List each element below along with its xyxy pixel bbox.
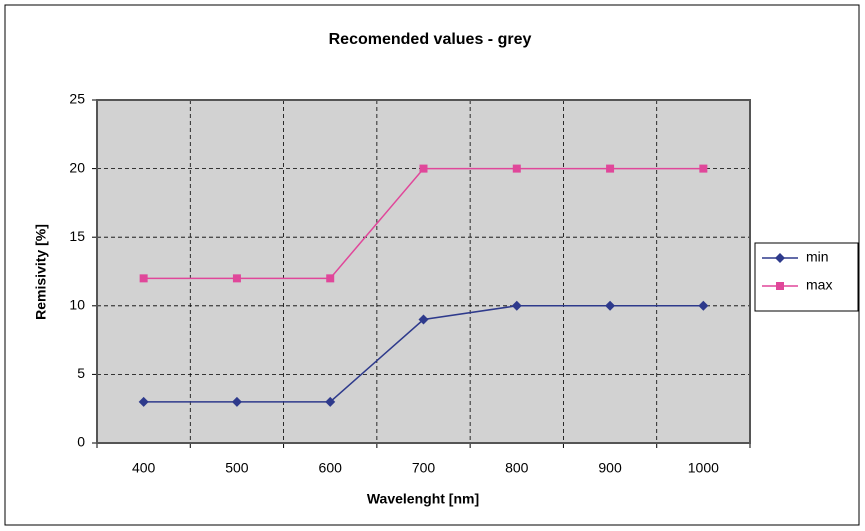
- x-axis-label: Wavelenght [nm]: [367, 491, 479, 507]
- point: [138, 396, 149, 407]
- x-tick-label: 500: [225, 460, 249, 476]
- y-tick-label: 5: [77, 365, 85, 381]
- x-tick-label: 800: [505, 460, 529, 476]
- legend-box: [754, 242, 859, 312]
- y-axis-label: Remisivity [%]: [33, 224, 49, 320]
- x-tick-label: 1000: [688, 460, 719, 476]
- y-tick-label: 20: [69, 159, 85, 175]
- plot-area: [97, 100, 750, 443]
- point: [139, 274, 148, 283]
- point: [326, 274, 335, 283]
- point: [606, 164, 615, 173]
- y-tick-label: 25: [69, 91, 85, 107]
- plot-border: [96, 99, 751, 444]
- legend-label: max: [806, 277, 832, 293]
- x-tick-label: 600: [319, 460, 343, 476]
- point: [325, 396, 336, 407]
- point: [418, 314, 429, 325]
- y-tick-label: 15: [69, 228, 85, 244]
- x-tick-label: 400: [132, 460, 156, 476]
- point: [605, 300, 616, 311]
- legend-marker: [775, 253, 785, 263]
- chart-title: Recomended values - grey: [329, 31, 532, 48]
- y-tick-label: 0: [77, 434, 85, 450]
- point: [511, 300, 522, 311]
- point: [699, 164, 708, 173]
- y-tick-label: 10: [69, 297, 85, 313]
- point: [232, 274, 241, 283]
- x-tick-label: 700: [412, 460, 436, 476]
- point: [698, 300, 709, 311]
- legend-marker: [776, 282, 784, 290]
- x-tick-label: 900: [598, 460, 622, 476]
- point: [512, 164, 521, 173]
- point: [231, 396, 242, 407]
- legend-label: min: [806, 249, 829, 265]
- point: [419, 164, 428, 173]
